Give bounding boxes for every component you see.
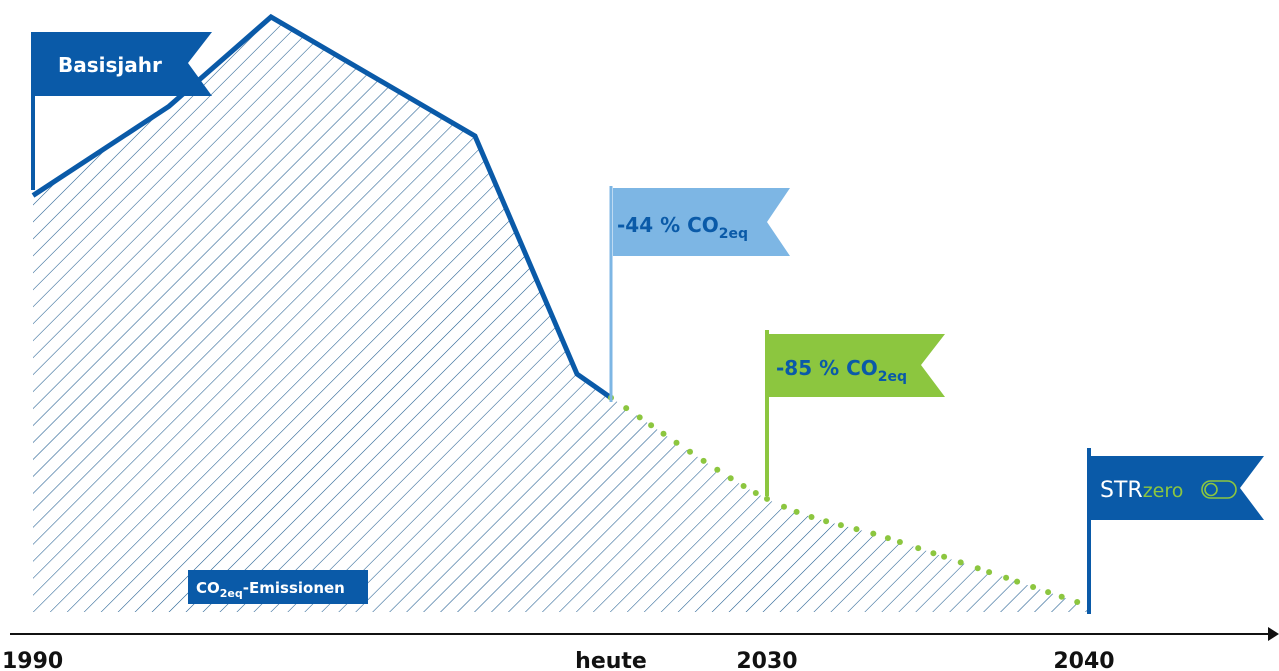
projection-dot bbox=[941, 553, 948, 560]
projection-dot bbox=[781, 503, 787, 510]
projection-dot bbox=[1058, 593, 1065, 600]
projection-dot bbox=[930, 550, 937, 557]
flag-44-percent-banner bbox=[613, 188, 790, 256]
projection-dot bbox=[986, 569, 993, 576]
flag-basisjahr-banner bbox=[35, 32, 212, 96]
strzero-logo: STRzero bbox=[1100, 478, 1183, 503]
flag-strzero-banner bbox=[1091, 456, 1264, 520]
line-layer bbox=[31, 13, 1081, 605]
projection-dot bbox=[1045, 589, 1052, 596]
flag-44-percent-label-main: -44 % CO bbox=[617, 213, 719, 237]
flag-85-percent-label: -85 % CO2eq bbox=[776, 356, 907, 385]
flag-44-percent-label: -44 % CO2eq bbox=[617, 213, 748, 242]
projection-dot bbox=[727, 475, 734, 482]
toggle-icon bbox=[1201, 480, 1237, 499]
projection-dot bbox=[1074, 599, 1081, 605]
projection-dot bbox=[1014, 578, 1021, 585]
projection-dot bbox=[957, 559, 964, 566]
emissions-label-sub: 2eq bbox=[220, 587, 243, 600]
projection-dot bbox=[764, 495, 770, 502]
flag-basisjahr-label: Basisjahr bbox=[58, 53, 162, 77]
x-tick-label: heute bbox=[575, 649, 647, 671]
projection-dot bbox=[673, 439, 680, 446]
flag-85-percent-banner bbox=[769, 334, 945, 397]
projection-dot bbox=[870, 530, 877, 537]
projection-dot bbox=[1003, 574, 1010, 581]
svg-text:CO2eq-Emissionen: CO2eq-Emissionen bbox=[196, 579, 345, 600]
strzero-logo-primary: STR bbox=[1100, 478, 1143, 503]
projection-dot bbox=[915, 545, 922, 552]
flag-85-percent-label-main: -85 % CO bbox=[776, 356, 878, 380]
toggle-knob-icon bbox=[1204, 482, 1218, 497]
projection-dot bbox=[687, 448, 693, 455]
flag-44-percent-label-sub: 2eq bbox=[719, 226, 748, 242]
emissions-hatched-area bbox=[33, 17, 1089, 612]
x-axis-arrow-icon bbox=[1268, 627, 1279, 641]
projection-dot bbox=[752, 490, 759, 496]
emissions-label: CO2eq-Emissionen bbox=[188, 570, 368, 604]
projection-dot bbox=[714, 466, 721, 473]
projection-dot bbox=[974, 565, 981, 572]
projection-dot bbox=[700, 457, 707, 464]
strzero-logo-secondary: zero bbox=[1143, 480, 1184, 502]
projection-dot bbox=[823, 518, 830, 525]
flag-85-percent-label-sub: 2eq bbox=[878, 369, 907, 385]
projection-dot bbox=[896, 539, 903, 545]
x-tick-label: 2030 bbox=[736, 649, 797, 671]
flag-85-percent: -85 % CO2eq bbox=[765, 330, 945, 496]
projection-dot bbox=[837, 522, 844, 529]
projection-dot bbox=[1030, 584, 1037, 590]
projection-dot bbox=[660, 430, 667, 437]
projection-dot bbox=[740, 483, 747, 489]
x-tick-labels: 1990 heute 2030 2040 bbox=[2, 649, 1115, 671]
emissions-label-suffix: -Emissionen bbox=[243, 579, 345, 597]
projection-dot bbox=[623, 405, 630, 412]
projection-dot bbox=[793, 508, 800, 515]
projection-dot bbox=[648, 422, 655, 429]
projection-dot bbox=[853, 526, 860, 533]
x-tick-label: 1990 bbox=[2, 649, 63, 671]
projection-dot bbox=[636, 414, 643, 421]
emissions-label-main: CO bbox=[196, 579, 220, 597]
flag-44-percent: -44 % CO2eq bbox=[609, 186, 790, 402]
projection-dot bbox=[884, 535, 891, 542]
projection-dot bbox=[808, 514, 815, 520]
emissions-solid-line bbox=[31, 13, 613, 400]
x-tick-label: 2040 bbox=[1053, 649, 1114, 671]
flag-basisjahr: Basisjahr bbox=[31, 32, 212, 190]
hatched-area-layer bbox=[33, 17, 1089, 612]
flag-strzero: STRzero bbox=[1087, 448, 1264, 614]
